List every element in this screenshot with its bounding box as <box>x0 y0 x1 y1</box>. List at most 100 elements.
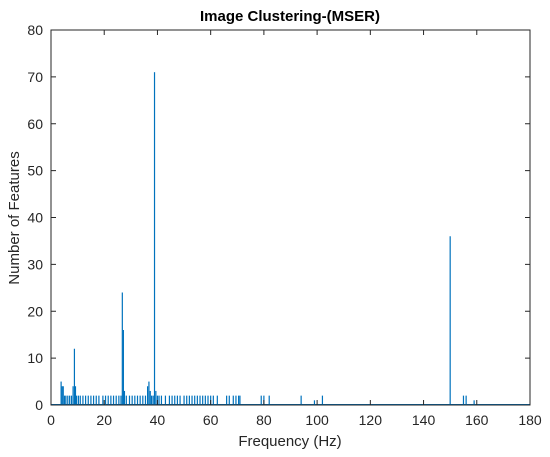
bar <box>136 395 139 406</box>
bar <box>75 395 78 406</box>
x-tick-label: 80 <box>256 412 272 428</box>
bar <box>191 395 193 406</box>
bar <box>79 395 81 406</box>
x-tick-label: 20 <box>96 412 112 428</box>
bar <box>115 395 117 406</box>
bar <box>95 395 97 406</box>
bar <box>110 395 112 406</box>
bar <box>77 395 80 406</box>
bar <box>74 386 77 405</box>
y-axis-label: Number of Features <box>6 151 23 284</box>
bar <box>70 395 73 406</box>
bar <box>112 395 115 406</box>
bar <box>84 395 87 406</box>
bar <box>65 395 67 406</box>
bar <box>121 292 123 405</box>
bar <box>164 395 167 406</box>
bar <box>90 395 92 406</box>
bar <box>67 395 69 406</box>
bar <box>92 395 95 406</box>
bar <box>139 395 141 406</box>
bar <box>82 395 84 406</box>
bar <box>238 395 240 406</box>
bar <box>158 395 160 406</box>
y-tick-label: 0 <box>35 397 43 413</box>
bar <box>196 395 198 406</box>
bar <box>194 395 196 406</box>
bar <box>102 395 104 406</box>
bar <box>104 395 107 406</box>
bar <box>188 395 190 406</box>
bar <box>60 381 62 405</box>
bar <box>69 395 71 406</box>
bar <box>118 395 120 406</box>
y-tick-label: 40 <box>27 210 43 226</box>
bar <box>313 400 316 405</box>
bar <box>128 395 131 406</box>
x-axis: 0 20 40 60 80 100 120 140 160 180 <box>47 30 542 428</box>
bar <box>152 395 154 406</box>
bar <box>150 395 153 406</box>
bar <box>171 395 173 406</box>
bar <box>168 395 171 406</box>
chart-title: Image Clustering-(MSER) <box>200 8 380 25</box>
x-tick-label: 40 <box>150 412 166 428</box>
y-tick-label: 50 <box>27 163 43 179</box>
bar <box>199 395 201 406</box>
bar <box>72 386 74 405</box>
bar <box>207 395 209 406</box>
bar <box>155 390 157 405</box>
x-axis-label: Frequency (Hz) <box>238 433 341 450</box>
bar <box>465 395 467 406</box>
bar <box>63 395 66 406</box>
bar <box>176 395 178 406</box>
bar <box>226 395 228 406</box>
bar <box>260 395 262 406</box>
bar <box>125 395 127 406</box>
x-tick-label: 120 <box>359 412 383 428</box>
bar <box>462 395 465 406</box>
x-tick-label: 140 <box>412 412 436 428</box>
y-tick-label: 10 <box>27 350 43 366</box>
bar <box>216 395 218 406</box>
bar <box>232 395 234 406</box>
y-axis: 0 10 20 30 40 50 60 70 80 <box>27 22 530 413</box>
bar <box>183 395 185 406</box>
bar <box>62 386 64 405</box>
bar <box>174 395 176 406</box>
bar <box>160 395 163 406</box>
bar <box>131 395 133 406</box>
bar <box>153 72 156 405</box>
y-tick-label: 30 <box>27 256 43 272</box>
bar <box>98 395 100 406</box>
x-tick-label: 180 <box>518 412 542 428</box>
bar <box>134 395 136 406</box>
y-tick-label: 20 <box>27 303 43 319</box>
bar <box>212 395 214 406</box>
bar <box>144 395 147 406</box>
bar <box>149 390 151 405</box>
bar <box>61 386 63 405</box>
bar <box>120 395 122 406</box>
y-tick-label: 60 <box>27 116 43 132</box>
bar <box>148 381 150 405</box>
bar <box>186 395 188 406</box>
bar <box>202 395 204 406</box>
bar <box>123 390 126 405</box>
bar <box>300 395 302 406</box>
bar <box>321 395 324 406</box>
bar <box>179 395 181 406</box>
bar <box>204 395 206 406</box>
x-tick-label: 60 <box>203 412 219 428</box>
y-tick-label: 70 <box>27 69 43 85</box>
bar <box>147 386 149 405</box>
bar <box>73 348 76 405</box>
bar <box>228 395 230 406</box>
bar <box>235 395 237 406</box>
y-tick-label: 80 <box>27 22 43 38</box>
bar-series <box>51 72 530 406</box>
bar <box>268 395 270 406</box>
bar <box>87 395 89 406</box>
